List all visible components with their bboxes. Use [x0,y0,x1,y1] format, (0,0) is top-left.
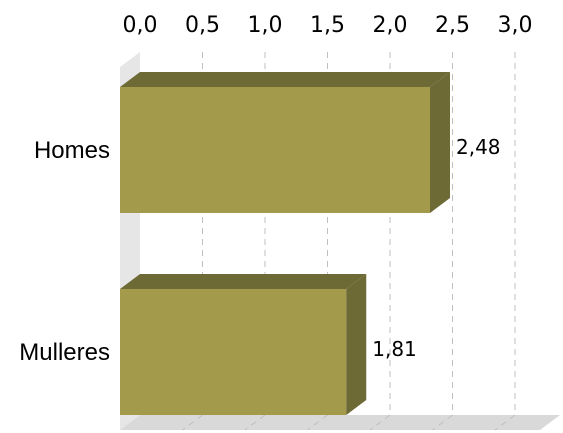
category-label: Mulleres [19,339,110,366]
bar-top-homes [120,72,450,87]
x-tick-label: 2,5 [435,13,470,38]
category-label: Homes [34,137,110,164]
gridline-floor [182,414,203,431]
x-tick-label: 3,0 [498,13,533,38]
x-tick-label: 0,0 [123,13,158,38]
x-tick-label: 2,0 [373,13,408,38]
gridline-floor [307,414,328,431]
data-labels: 2,48 1,81 [372,135,500,361]
bars [120,72,450,415]
data-label: 2,48 [456,135,501,159]
x-axis-ticks: 0,0 0,5 1,0 1,5 2,0 2,5 3,0 [123,13,533,38]
x-tick-label: 1,5 [310,13,345,38]
category-labels: Homes Mulleres [19,137,110,366]
gridline-floor [432,414,453,431]
bar-side-homes [430,72,450,213]
x-tick-label: 0,5 [185,13,220,38]
gridline-floor [494,414,516,431]
chart-floor [120,415,560,430]
data-label: 1,81 [372,337,417,361]
bar-top-mulleres [120,274,367,289]
bar-front-homes [120,87,430,213]
bar-side-mulleres [346,274,367,415]
gridline-floor [244,414,266,431]
bar-front-mulleres [120,289,347,415]
x-tick-label: 1,0 [248,13,283,38]
gridline-floor [369,414,391,431]
